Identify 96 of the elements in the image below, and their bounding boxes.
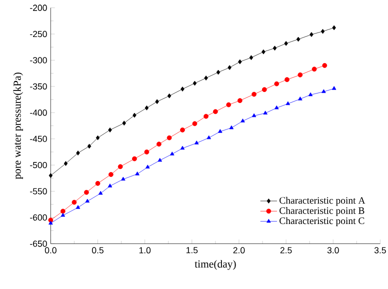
point bbox=[166, 136, 172, 140]
point bbox=[108, 184, 112, 188]
point bbox=[252, 114, 256, 118]
point bbox=[118, 164, 123, 170]
point bbox=[132, 113, 136, 118]
point bbox=[135, 172, 140, 176]
point bbox=[170, 152, 174, 156]
point bbox=[122, 120, 126, 126]
x-tick-label: 3.0 bbox=[327, 247, 339, 254]
y-tick-label: -450 bbox=[30, 136, 47, 142]
x-tick-label: 3.5 bbox=[374, 247, 386, 254]
y-axis-title: pore water pressure(kPa) bbox=[13, 72, 23, 180]
point bbox=[322, 63, 328, 68]
point bbox=[204, 76, 208, 81]
point bbox=[87, 144, 92, 149]
point bbox=[332, 86, 336, 90]
point bbox=[240, 118, 245, 123]
point bbox=[144, 106, 149, 111]
point bbox=[322, 89, 326, 94]
point bbox=[252, 92, 256, 97]
y-tick-label: -550 bbox=[30, 188, 47, 195]
x-tick-label: 1.5 bbox=[186, 247, 198, 254]
legend-label: Characteristic point A bbox=[280, 197, 366, 206]
point bbox=[298, 96, 302, 101]
point bbox=[263, 110, 268, 115]
point bbox=[332, 26, 336, 30]
point bbox=[76, 150, 80, 156]
point bbox=[76, 205, 80, 210]
point bbox=[156, 142, 162, 147]
x-axis-title: time(day) bbox=[194, 260, 236, 270]
point bbox=[238, 60, 242, 64]
point bbox=[272, 46, 277, 51]
y-tick-label: -650 bbox=[30, 240, 47, 248]
point bbox=[158, 158, 162, 162]
point bbox=[228, 65, 232, 70]
point bbox=[206, 136, 211, 140]
x-tick-label: 0.5 bbox=[92, 247, 104, 254]
point bbox=[180, 86, 184, 92]
point bbox=[60, 208, 66, 214]
legend-label: Characteristic point C bbox=[280, 217, 364, 226]
point bbox=[194, 140, 199, 145]
point bbox=[229, 126, 234, 130]
y-tick-label: -500 bbox=[30, 162, 47, 168]
point bbox=[180, 128, 185, 133]
point bbox=[121, 177, 126, 181]
x-tick-label: 2.0 bbox=[233, 247, 245, 254]
point bbox=[237, 98, 242, 104]
point bbox=[213, 109, 218, 114]
point bbox=[226, 102, 232, 108]
legend-label: Characteristic point B bbox=[280, 207, 364, 216]
point bbox=[308, 92, 313, 96]
point bbox=[296, 37, 300, 42]
point bbox=[48, 221, 53, 225]
point bbox=[132, 156, 137, 162]
point bbox=[312, 66, 317, 72]
point bbox=[60, 213, 66, 217]
point bbox=[249, 55, 254, 60]
point bbox=[98, 191, 103, 195]
point bbox=[274, 106, 279, 110]
point bbox=[262, 87, 267, 92]
point bbox=[146, 164, 150, 169]
x-tick-label: 1.0 bbox=[139, 247, 151, 254]
point bbox=[85, 199, 90, 203]
point bbox=[108, 128, 112, 133]
point bbox=[167, 94, 172, 99]
point bbox=[155, 99, 159, 104]
y-tick-label: -400 bbox=[30, 110, 47, 116]
point bbox=[96, 136, 100, 140]
point bbox=[204, 114, 208, 119]
point bbox=[180, 146, 185, 150]
x-tick-label: 0.0 bbox=[44, 247, 56, 254]
point bbox=[192, 121, 198, 126]
point bbox=[72, 200, 77, 205]
y-tick-label: -300 bbox=[30, 57, 47, 64]
point bbox=[95, 181, 100, 186]
point bbox=[286, 102, 290, 106]
point bbox=[144, 150, 150, 155]
point bbox=[192, 81, 197, 86]
y-tick-label: -350 bbox=[30, 84, 47, 90]
point bbox=[320, 29, 325, 34]
point bbox=[84, 190, 89, 195]
y-tick-label: -200 bbox=[30, 4, 47, 12]
point bbox=[284, 77, 290, 82]
point bbox=[216, 70, 220, 75]
point bbox=[284, 41, 288, 46]
point bbox=[64, 161, 68, 166]
point bbox=[298, 72, 303, 78]
point bbox=[262, 50, 266, 54]
point bbox=[310, 32, 314, 38]
x-tick-label: 2.5 bbox=[280, 247, 292, 254]
y-tick-label: -600 bbox=[30, 214, 47, 221]
point bbox=[274, 82, 280, 86]
point bbox=[108, 172, 114, 178]
point bbox=[48, 173, 53, 178]
y-tick-label: -250 bbox=[30, 31, 47, 38]
point bbox=[218, 129, 222, 134]
